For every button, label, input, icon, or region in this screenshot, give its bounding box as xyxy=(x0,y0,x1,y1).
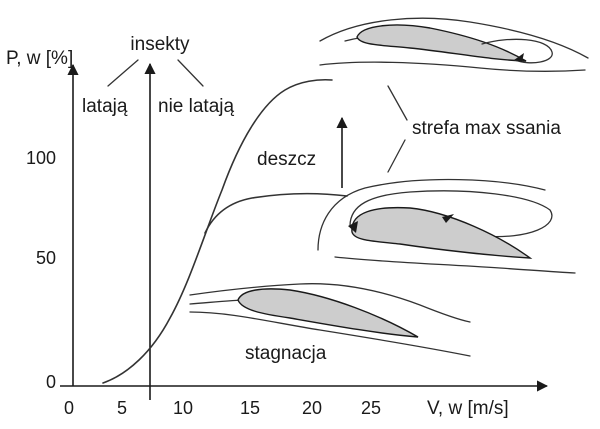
x-tick-label: 0 xyxy=(64,398,74,418)
x-tick-label: 5 xyxy=(117,398,127,418)
stagnation-label: stagnacja xyxy=(245,343,327,364)
x-tick-label: 10 xyxy=(173,398,193,418)
insects-branch-right xyxy=(177,59,204,87)
insects-branch-left xyxy=(107,59,139,87)
y-axis-label: P, w [%] xyxy=(6,48,73,69)
flying-label: latają xyxy=(82,96,128,117)
airfoil-separated xyxy=(319,17,589,72)
not-flying-label: nie latają xyxy=(158,96,234,117)
airfoil-high-aoa xyxy=(317,178,576,274)
insects-label: insekty xyxy=(130,34,190,55)
y-tick-label: 50 xyxy=(36,248,56,268)
max-suction-zone-label: strefa max ssania xyxy=(412,118,561,139)
rain-label: deszcz xyxy=(257,149,316,170)
y-tick-label: 100 xyxy=(26,148,56,168)
airfoil-attached xyxy=(189,283,471,357)
x-tick-label: 15 xyxy=(240,398,260,418)
x-axis-label: V, w [m/s] xyxy=(427,398,509,419)
y-tick-label: 0 xyxy=(46,372,56,392)
suction-leader-bottom xyxy=(387,139,406,173)
clean-wing-curve xyxy=(102,78,333,384)
suction-leader-top xyxy=(387,85,408,121)
x-tick-label: 20 xyxy=(302,398,322,418)
x-tick-label: 25 xyxy=(361,398,381,418)
contaminated-wing-curve xyxy=(204,192,348,234)
